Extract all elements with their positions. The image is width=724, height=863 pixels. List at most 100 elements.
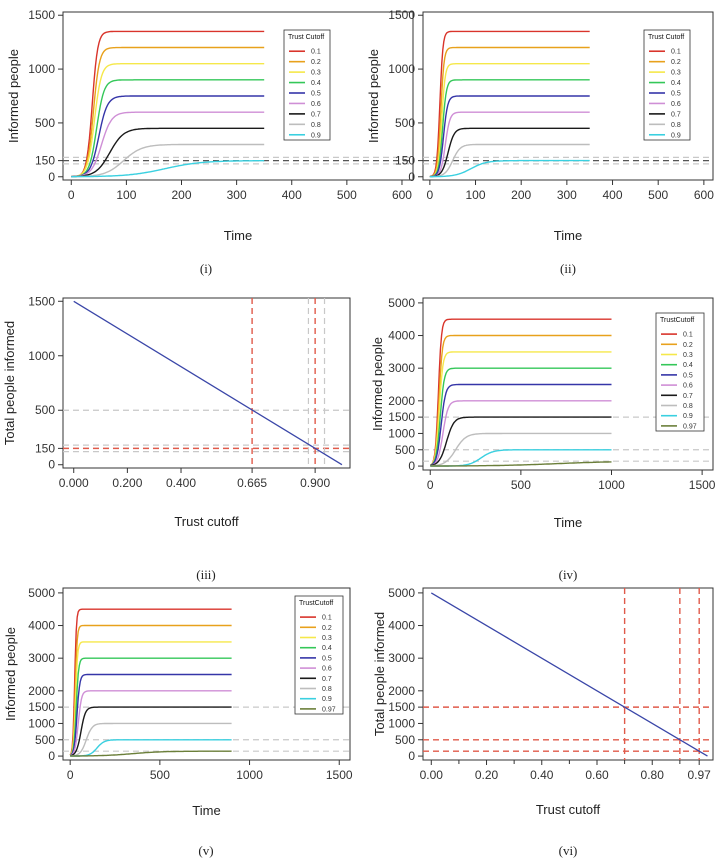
series-line-0.8	[429, 143, 590, 178]
y-tick-label: 0	[408, 749, 415, 763]
legend-label: 0.9	[311, 132, 321, 139]
series-line-0.9	[70, 739, 232, 757]
y-tick-label: 1500	[388, 410, 415, 424]
x-tick-label: 1000	[598, 478, 625, 492]
y-tick-label: 1000	[28, 349, 55, 363]
series-line-0.7	[70, 706, 232, 757]
panel-caption: (vi)	[559, 843, 578, 858]
series-line-0.2	[429, 46, 590, 178]
legend-label: 0.3	[671, 70, 681, 77]
plot-frame	[62, 11, 414, 181]
legend-label: 0.97	[322, 706, 336, 713]
x-axis-label: Trust cutoff	[174, 514, 239, 529]
x-tick-label: 600	[392, 188, 412, 202]
series-line-0.3	[69, 641, 232, 756]
y-tick-label: 4000	[388, 329, 415, 343]
x-tick-label: 0.200	[112, 476, 142, 490]
x-tick-label: 500	[337, 188, 357, 202]
x-axis-label: Time	[192, 803, 220, 818]
y-tick-label: 5000	[388, 586, 415, 600]
legend-box	[655, 312, 705, 432]
x-tick-label: 0.60	[585, 768, 609, 782]
legend-label: 0.1	[322, 615, 332, 622]
legend-label: 0.1	[683, 332, 693, 339]
legend-label: 0.9	[683, 413, 693, 420]
x-tick-label: 0.40	[530, 768, 554, 782]
panel-iv: 0 500 1000 1500 2000 3000 4000 5000 0 500 1000 1500…	[370, 296, 716, 582]
series-line-0.1	[429, 30, 590, 178]
legend-label: 0.8	[683, 403, 693, 410]
legend-label: 0.2	[322, 625, 332, 632]
y-axis-label: Informed people	[3, 627, 18, 721]
legend-label: 0.7	[311, 111, 321, 118]
y-tick-label: 500	[395, 733, 415, 747]
x-tick-label: 200	[171, 188, 191, 202]
series-line-0.5	[429, 95, 590, 178]
y-tick-label: 4000	[28, 619, 55, 633]
y-tick-label: 1500	[388, 700, 415, 714]
legend-label: 0.7	[683, 393, 693, 400]
y-tick-label: 1500	[28, 8, 55, 22]
legend-label: 0.9	[322, 696, 332, 703]
x-tick-label: 500	[150, 768, 170, 782]
x-tick-label: 400	[603, 188, 623, 202]
series-line-0.5	[71, 95, 265, 178]
legend-label: 0.1	[671, 49, 681, 56]
series-line-0.4	[430, 367, 612, 467]
series-line-0.7	[71, 127, 265, 178]
y-tick-label: 2000	[388, 394, 415, 408]
y-tick-label: 150	[35, 441, 55, 455]
legend-label: 0.4	[322, 645, 332, 652]
series-line-0.2	[429, 334, 612, 467]
legend-label: 0.97	[683, 423, 697, 430]
legend-label: 0.4	[671, 80, 681, 87]
y-tick-label: 0	[48, 749, 55, 763]
panel-caption: (iii)	[196, 567, 216, 582]
x-tick-label: 1500	[689, 478, 716, 492]
legend-label: 0.3	[311, 70, 321, 77]
legend-label: 0.9	[671, 132, 681, 139]
x-tick-label: 0.20	[475, 768, 499, 782]
total-informed-line	[73, 300, 343, 466]
series-line-0.5	[430, 383, 612, 467]
x-tick-label: 600	[694, 188, 714, 202]
x-tick-label: 300	[557, 188, 577, 202]
legend: Trust Cutoff 0.1 0.2 0.3 0.4 0.5 0.6 0.7 0.8 0.9	[643, 29, 691, 141]
panel-caption: (iv)	[559, 567, 578, 582]
legend: TrustCutoff 0.1 0.2 0.3 0.4 0.5 0.6 0.7 0.8 0.9 0.…	[655, 312, 705, 432]
legend-label: 0.6	[311, 101, 321, 108]
legend-label: 0.5	[683, 372, 693, 379]
legend-title: TrustCutoff	[660, 317, 694, 324]
legend-title: TrustCutoff	[299, 600, 333, 607]
legend-label: 0.2	[683, 342, 693, 349]
x-tick-label: 0.80	[641, 768, 665, 782]
legend: Trust Cutoff 0.1 0.2 0.3 0.4 0.5 0.6 0.7 0.8 0.9	[283, 29, 331, 141]
legend-label: 0.5	[311, 91, 321, 98]
x-tick-label: 1000	[236, 768, 263, 782]
x-tick-label: 100	[116, 188, 136, 202]
series-line-0.2	[69, 624, 232, 756]
legend-label: 0.4	[311, 80, 321, 87]
y-axis-label: Total people informed	[2, 321, 17, 445]
plot-frame	[422, 297, 714, 471]
y-tick-label: 500	[395, 116, 415, 130]
x-tick-label: 0.900	[300, 476, 330, 490]
x-tick-label: 100	[466, 188, 486, 202]
x-axis-label: Time	[554, 515, 582, 530]
series-line-0.1	[71, 30, 265, 178]
y-tick-label: 1000	[28, 716, 55, 730]
x-tick-label: 500	[648, 188, 668, 202]
panel-caption: (v)	[198, 843, 213, 858]
series-line-0.9	[71, 160, 265, 178]
plot-frame	[422, 11, 714, 181]
series-line-0.4	[71, 79, 265, 178]
y-tick-label: 0	[48, 458, 55, 472]
legend-label: 0.3	[683, 352, 693, 359]
total-informed-line	[430, 592, 708, 757]
y-axis-label: Informed people	[6, 49, 21, 143]
series-line-0.8	[430, 432, 612, 467]
series-line-0.7	[429, 127, 590, 178]
legend-label: 0.2	[671, 59, 681, 66]
legend-box	[643, 29, 691, 141]
x-axis-label: Trust cutoff	[536, 802, 601, 817]
